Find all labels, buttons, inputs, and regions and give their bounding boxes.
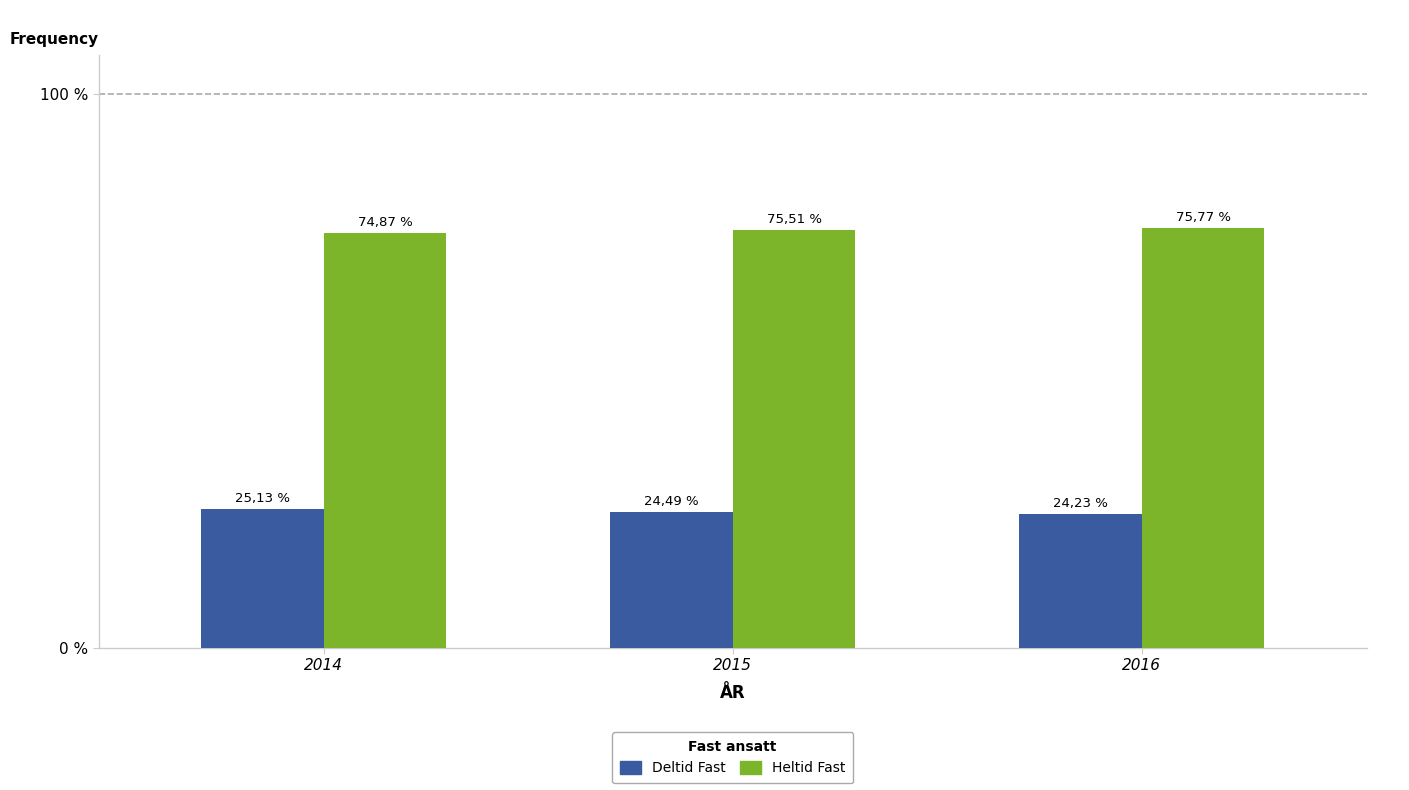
Text: 75,51 %: 75,51 %: [766, 213, 821, 226]
Bar: [201, 509, 324, 648]
Bar: [610, 512, 733, 648]
Text: 25,13 %: 25,13 %: [235, 491, 290, 505]
Bar: [1141, 228, 1264, 648]
Bar: [324, 233, 447, 648]
Text: 74,87 %: 74,87 %: [358, 216, 413, 229]
Bar: [733, 230, 855, 648]
X-axis label: ÅR: ÅR: [720, 684, 745, 702]
Text: 75,77 %: 75,77 %: [1175, 212, 1230, 224]
Text: 24,49 %: 24,49 %: [644, 495, 699, 508]
Text: Frequency: Frequency: [10, 32, 99, 47]
Bar: [1019, 514, 1141, 648]
Text: 24,23 %: 24,23 %: [1053, 497, 1107, 510]
Legend: Deltid Fast, Heltid Fast: Deltid Fast, Heltid Fast: [612, 732, 854, 784]
